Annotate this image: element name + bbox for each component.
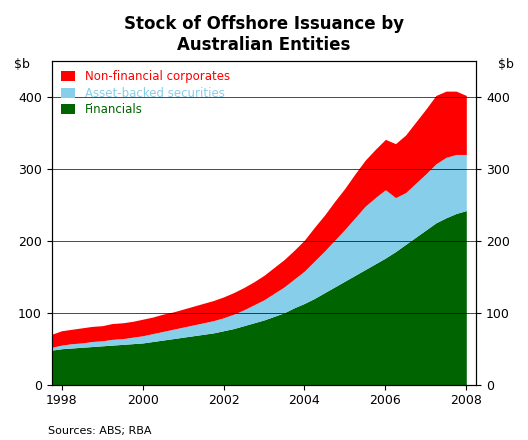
Text: Sources: ABS; RBA: Sources: ABS; RBA xyxy=(48,425,151,436)
Y-axis label: $b: $b xyxy=(14,58,30,71)
Y-axis label: $b: $b xyxy=(498,58,514,71)
Legend: Non-financial corporates, Asset-backed securities, Financials: Non-financial corporates, Asset-backed s… xyxy=(58,67,233,120)
Title: Stock of Offshore Issuance by
Australian Entities: Stock of Offshore Issuance by Australian… xyxy=(124,15,404,54)
